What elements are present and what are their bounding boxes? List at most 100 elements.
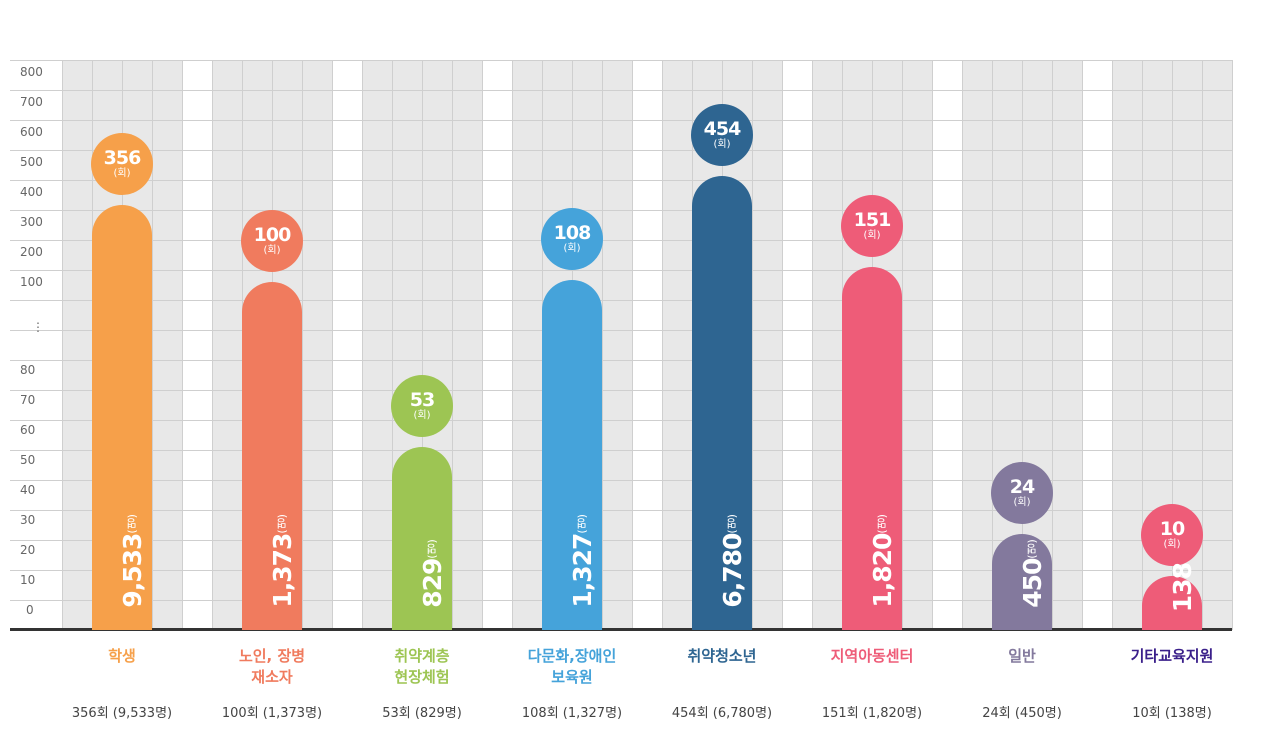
people-value: 1,373 <box>268 533 297 608</box>
gridline <box>992 60 993 630</box>
gridline <box>10 360 1232 361</box>
sessions-bubble: 356 (회) <box>91 133 153 196</box>
sessions-bubble: 151 (회) <box>841 194 903 257</box>
gridline <box>10 150 1232 151</box>
sessions-bubble: 10 (회) <box>1141 504 1203 566</box>
gridline <box>422 60 423 630</box>
gridline <box>1082 60 1083 630</box>
gridline <box>10 450 1232 451</box>
gridline <box>362 60 363 630</box>
bubble-unit: (회) <box>713 138 731 150</box>
category-label: 학생 <box>108 647 136 665</box>
gridline <box>1142 60 1143 630</box>
bubble-value: 10 <box>1159 518 1185 540</box>
gridline <box>10 210 1232 211</box>
bar <box>692 175 752 630</box>
gridline <box>10 480 1232 481</box>
gridline <box>302 60 303 630</box>
sessions-bubble: 454 (회) <box>691 103 753 166</box>
gridline <box>512 60 513 630</box>
y-tick-label: 300 <box>20 215 43 229</box>
gridline <box>10 330 1232 331</box>
bubble-value: 108 <box>553 221 592 244</box>
people-label: 829 (명) <box>418 535 447 608</box>
category-label: 취약청소년 <box>687 647 757 665</box>
bubble-value: 151 <box>853 208 892 231</box>
bar <box>392 447 452 630</box>
gridline <box>1172 60 1173 630</box>
gridline <box>812 60 813 630</box>
y-tick-label: 500 <box>20 155 43 169</box>
gridline <box>1022 60 1023 630</box>
x-axis-baseline <box>10 628 1232 631</box>
people-label: 1,373 (명) <box>268 510 297 608</box>
gridline <box>332 60 333 630</box>
category-summary: 151회 (1,820명) <box>821 706 923 721</box>
category-summary: 10회 (138명) <box>1132 706 1212 721</box>
y-tick-label: 10 <box>20 573 36 587</box>
y-tick-label: 600 <box>20 125 43 139</box>
y-axis-break: ⋮ <box>32 320 44 334</box>
gridline <box>10 120 1232 121</box>
bar <box>242 282 302 630</box>
gridline <box>662 60 663 630</box>
people-value: 1,327 <box>568 533 597 608</box>
people-unit: (명) <box>1025 539 1039 559</box>
y-tick-label: 60 <box>20 423 36 437</box>
y-tick-label: 700 <box>20 95 43 109</box>
people-label: 450 (명) <box>1018 535 1047 608</box>
bar <box>842 266 902 630</box>
people-unit: (명) <box>725 514 739 534</box>
gridline <box>10 570 1232 571</box>
people-label: 9,533 (명) <box>118 510 147 608</box>
gridline <box>62 60 63 630</box>
category-summary: 454회 (6,780명) <box>671 706 773 721</box>
gridline <box>962 60 963 630</box>
people-value: 829 <box>418 558 447 608</box>
gridline <box>902 60 903 630</box>
category-summary: 24회 (450명) <box>982 706 1062 721</box>
gridline <box>1052 60 1053 630</box>
gridline <box>1202 60 1203 630</box>
bubble-value: 100 <box>253 224 292 246</box>
category-label: 일반 <box>1008 647 1036 665</box>
gridline <box>632 60 633 630</box>
gridline <box>10 540 1232 541</box>
people-label: 1,327 (명) <box>568 510 597 608</box>
bubble-unit: (회) <box>413 410 431 421</box>
gridline <box>212 60 213 630</box>
people-unit: (명) <box>275 514 289 534</box>
gridline <box>182 60 183 630</box>
people-label: 138 <box>1168 563 1197 612</box>
y-tick-label: 400 <box>20 185 43 199</box>
category-label: 다문화,장애인 보육원 <box>527 647 617 686</box>
bubble-value: 53 <box>409 389 435 411</box>
gridline <box>1112 60 1113 630</box>
gridline <box>1232 60 1233 630</box>
gridline <box>152 60 153 630</box>
gridline <box>10 60 1232 61</box>
people-label: 1,820 (명) <box>868 510 897 608</box>
sessions-bubble: 100 (회) <box>241 210 303 272</box>
bar <box>542 279 602 630</box>
gridline <box>392 60 393 630</box>
category-summary: 53회 (829명) <box>382 706 462 721</box>
bubble-unit: (회) <box>863 229 881 241</box>
category-label: 지역아동센터 <box>830 647 914 665</box>
category-summary: 100회 (1,373명) <box>221 706 323 721</box>
gridline <box>10 90 1232 91</box>
gridline <box>482 60 483 630</box>
people-label: 6,780 (명) <box>718 510 747 608</box>
bubble-unit: (회) <box>1013 497 1031 508</box>
people-value: 6,780 <box>718 533 747 608</box>
bubble-unit: (회) <box>113 168 131 180</box>
people-value: 9,533 <box>118 533 147 608</box>
gridline <box>752 60 753 630</box>
category-label: 노인, 장병 재소자 <box>238 647 306 686</box>
gridline <box>10 300 1232 301</box>
category-summary: 356회 (9,533명) <box>71 706 173 721</box>
category-summary: 108회 (1,327명) <box>521 706 623 721</box>
gridline <box>10 420 1232 421</box>
people-value: 450 <box>1018 558 1047 608</box>
